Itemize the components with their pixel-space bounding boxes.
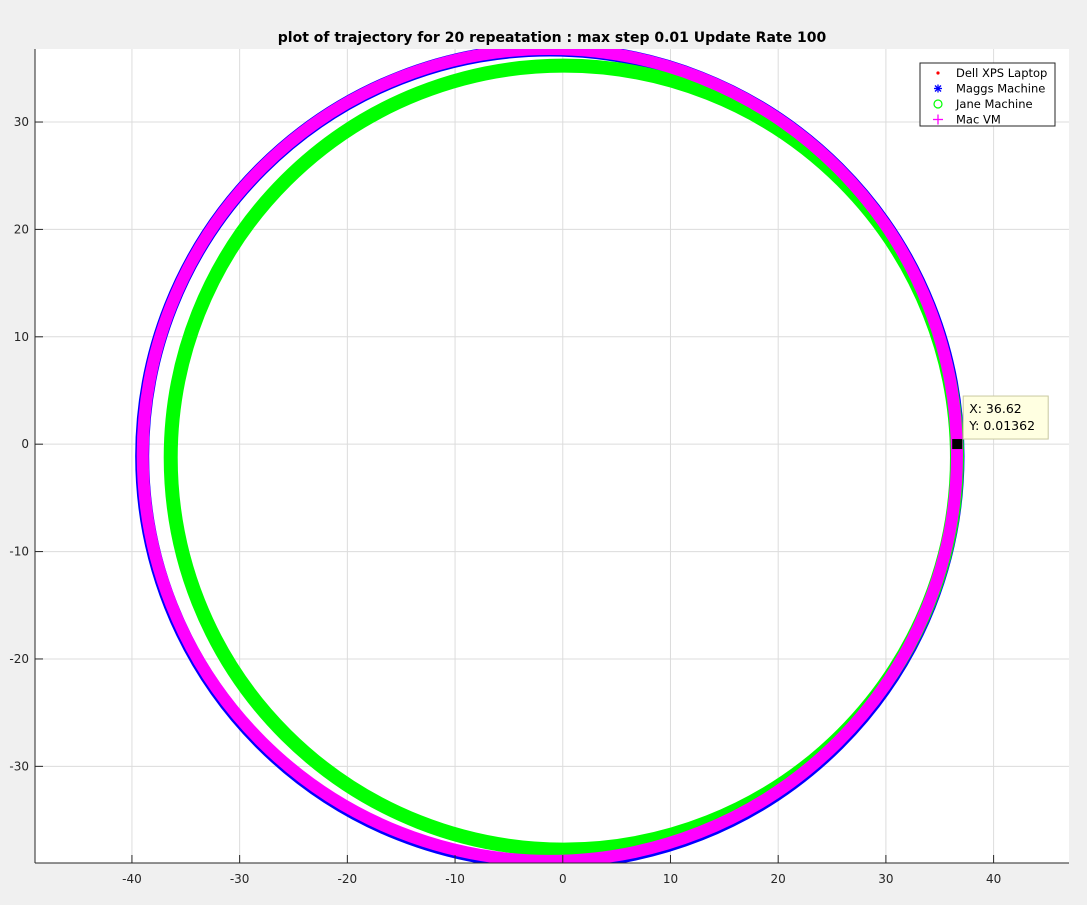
dot-marker-icon bbox=[936, 71, 940, 75]
legend-entry-label[interactable]: Maggs Machine bbox=[956, 82, 1045, 96]
data-tip[interactable]: X: 36.62 Y: 0.01362 bbox=[952, 395, 1049, 450]
x-tick-label: -10 bbox=[445, 872, 465, 886]
y-tick-label: -10 bbox=[9, 545, 29, 559]
legend-entry-label[interactable]: Jane Machine bbox=[955, 97, 1033, 111]
x-tick-label: 10 bbox=[663, 872, 678, 886]
x-tick-label: -20 bbox=[338, 872, 358, 886]
x-tick-label: 40 bbox=[986, 872, 1001, 886]
x-tick-labels: -40 -30 -20 -10 0 10 20 30 40 bbox=[122, 872, 1001, 886]
plus-marker-icon bbox=[933, 114, 943, 125]
legend-entry-label[interactable]: Dell XPS Laptop bbox=[956, 66, 1047, 80]
data-tip-x-text: X: 36.62 bbox=[969, 401, 1022, 416]
data-tip-marker[interactable] bbox=[952, 439, 963, 450]
y-tick-labels: -30 -20 -10 0 10 20 30 bbox=[9, 115, 29, 773]
y-tick-label: 10 bbox=[14, 330, 29, 344]
x-tick-label: 20 bbox=[771, 872, 786, 886]
series-trajectory-mac-vm bbox=[136, 49, 963, 863]
x-tick-label: 30 bbox=[878, 872, 893, 886]
series-layer bbox=[135, 49, 965, 863]
axes-background bbox=[35, 49, 1069, 863]
asterisk-marker-icon bbox=[934, 84, 942, 93]
y-tick-label: 20 bbox=[14, 222, 29, 236]
x-tick-label: -40 bbox=[122, 872, 142, 886]
chart-title: plot of trajectory for 20 repeatation : … bbox=[278, 30, 827, 46]
axes-lines bbox=[34, 49, 1069, 864]
y-tick-label: 0 bbox=[21, 437, 29, 451]
legend-entry-label[interactable]: Mac VM bbox=[956, 113, 1001, 127]
circle-marker-icon bbox=[933, 99, 943, 109]
x-tick-label: 0 bbox=[559, 872, 567, 886]
y-tick-label: -20 bbox=[9, 652, 29, 666]
y-tick-label: 30 bbox=[14, 115, 29, 129]
asterisk-stroke bbox=[934, 85, 942, 92]
data-tip-box bbox=[962, 395, 1049, 440]
legend-box bbox=[919, 62, 1056, 127]
x-tick-label: -30 bbox=[230, 872, 250, 886]
data-tip-y-text: Y: 0.01362 bbox=[968, 418, 1035, 433]
y-tick-label: -30 bbox=[9, 759, 29, 773]
